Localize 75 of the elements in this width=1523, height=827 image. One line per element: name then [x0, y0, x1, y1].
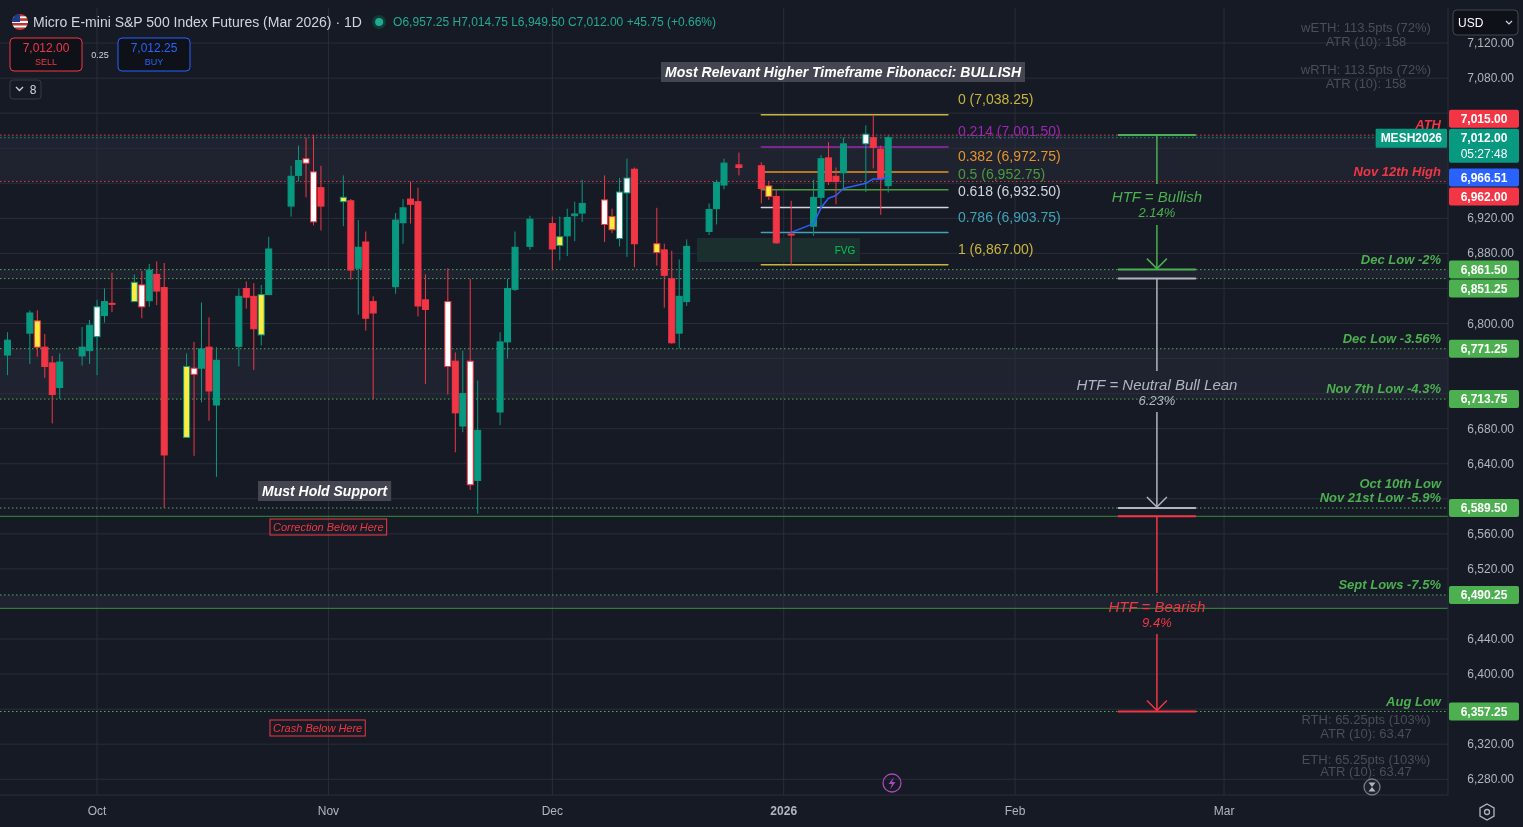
candlestick — [190, 341, 198, 457]
y-tick-label: 6,920.00 — [1467, 211, 1515, 226]
annotation: 8 — [29, 82, 37, 97]
annotation: HTF = Neutral Bull Lean 6.23% — [1076, 375, 1238, 408]
y-tick-label: 6,800.00 — [1467, 316, 1515, 331]
ref-line-label: Dec Low -3.56% — [1342, 330, 1442, 346]
annotation: Crash Below Here — [273, 722, 363, 734]
annotation: 7,012.00 — [22, 41, 70, 55]
ref-line-label: Nov 12th High — [1353, 163, 1442, 179]
candlestick — [108, 272, 116, 313]
x-tick-label: 2026 — [770, 804, 798, 818]
y-tick-label: 6,680.00 — [1467, 421, 1515, 436]
y-tick-label: 6,400.00 — [1467, 667, 1515, 682]
series-label: 0.618 (6,932.50) — [957, 183, 1061, 200]
y-tick-label: 6,880.00 — [1467, 246, 1515, 261]
annotation: 05:27:48 — [1460, 146, 1508, 161]
text: 6,966.51 — [1460, 170, 1508, 185]
annotation: SELL — [34, 57, 58, 67]
series-label: 0.786 (6,903.75) — [957, 208, 1061, 225]
y-tick-label: 6,280.00 — [1467, 772, 1515, 787]
series-label: 1 (6,867.00) — [957, 240, 1034, 257]
x-tick-label: Oct — [87, 804, 108, 818]
annotation: 6,357.25 — [1460, 704, 1508, 719]
annotation: 6,771.25 — [1460, 341, 1508, 356]
annotation: 7,015.00 — [1460, 111, 1508, 126]
annotation: 7,012.25 — [130, 41, 178, 55]
ref-line-label: Oct 10th Low Nov 21st Low -5.9% — [1319, 475, 1442, 505]
text: O6,957.25 H7,014.75 L6,949.50 C7,012.00 +45.75 (+0.66%) — [393, 15, 717, 29]
annotation: 7,012.00 — [1460, 130, 1508, 145]
candlestick — [787, 200, 795, 266]
annotation: 0.25 — [91, 50, 109, 60]
candlestick — [198, 301, 206, 403]
y-tick-label: 6,520.00 — [1467, 561, 1515, 576]
ref-line-label: Aug Low — [1385, 693, 1442, 709]
series-label: 0.5 (6,952.75) — [957, 165, 1046, 182]
text: USD — [1458, 15, 1484, 30]
x-tick-label: Nov — [317, 804, 340, 818]
annotation: BUY — [144, 57, 164, 67]
ref-line-label: ATH — [1414, 117, 1442, 133]
annotation: 6,962.00 — [1460, 189, 1508, 204]
annotation: FVG — [834, 244, 856, 256]
annotation: 6,490.25 — [1460, 587, 1508, 602]
ref-line-label: MESH2026 — [1380, 131, 1443, 146]
candlestick — [3, 331, 11, 376]
series-label: 0.214 (7,001.50) — [957, 122, 1061, 139]
candlestick — [138, 270, 146, 319]
annotation: 6,861.50 — [1460, 262, 1508, 277]
y-tick-label: 7,080.00 — [1467, 71, 1515, 86]
ref-line-label: Nov 7th Low -4.3% — [1326, 381, 1442, 397]
series-label: 0.382 (6,972.75) — [957, 148, 1061, 165]
y-tick-label: 6,560.00 — [1467, 526, 1515, 541]
candlestick — [130, 273, 138, 303]
candlestick — [295, 145, 303, 183]
annotation: 6,589.50 — [1460, 500, 1508, 515]
ref-line-label: Sept Lows -7.5% — [1338, 576, 1442, 592]
x-tick-label: Feb — [1004, 804, 1026, 818]
candlestick — [339, 174, 347, 227]
annotation: Correction Below Here — [273, 521, 384, 533]
candlestick — [735, 152, 743, 176]
y-tick-label: 7,120.00 — [1467, 36, 1515, 51]
candlestick — [705, 202, 713, 236]
x-tick-label: Dec — [541, 804, 563, 818]
candlestick — [354, 219, 362, 316]
y-tick-label: 6,440.00 — [1467, 632, 1515, 646]
x-tick-label: Mar — [1213, 804, 1235, 818]
chart-title: Micro E-mini S&P 500 Index Futures (Mar 2026) · 1D — [33, 14, 362, 30]
series-label: 0 (7,038.25) — [957, 90, 1034, 107]
annotation: 6,851.25 — [1460, 281, 1508, 296]
annotation: HTF = Bearish 9.4% — [1108, 597, 1206, 630]
y-tick-label: 6,320.00 — [1467, 737, 1515, 752]
ref-line-label: Dec Low -2% — [1360, 251, 1442, 267]
candlestick — [26, 309, 34, 365]
annotation: 6,713.75 — [1460, 392, 1508, 407]
y-tick-label: 6,640.00 — [1467, 456, 1515, 471]
annotation: HTF = Bullish 2.14% — [1111, 188, 1202, 221]
